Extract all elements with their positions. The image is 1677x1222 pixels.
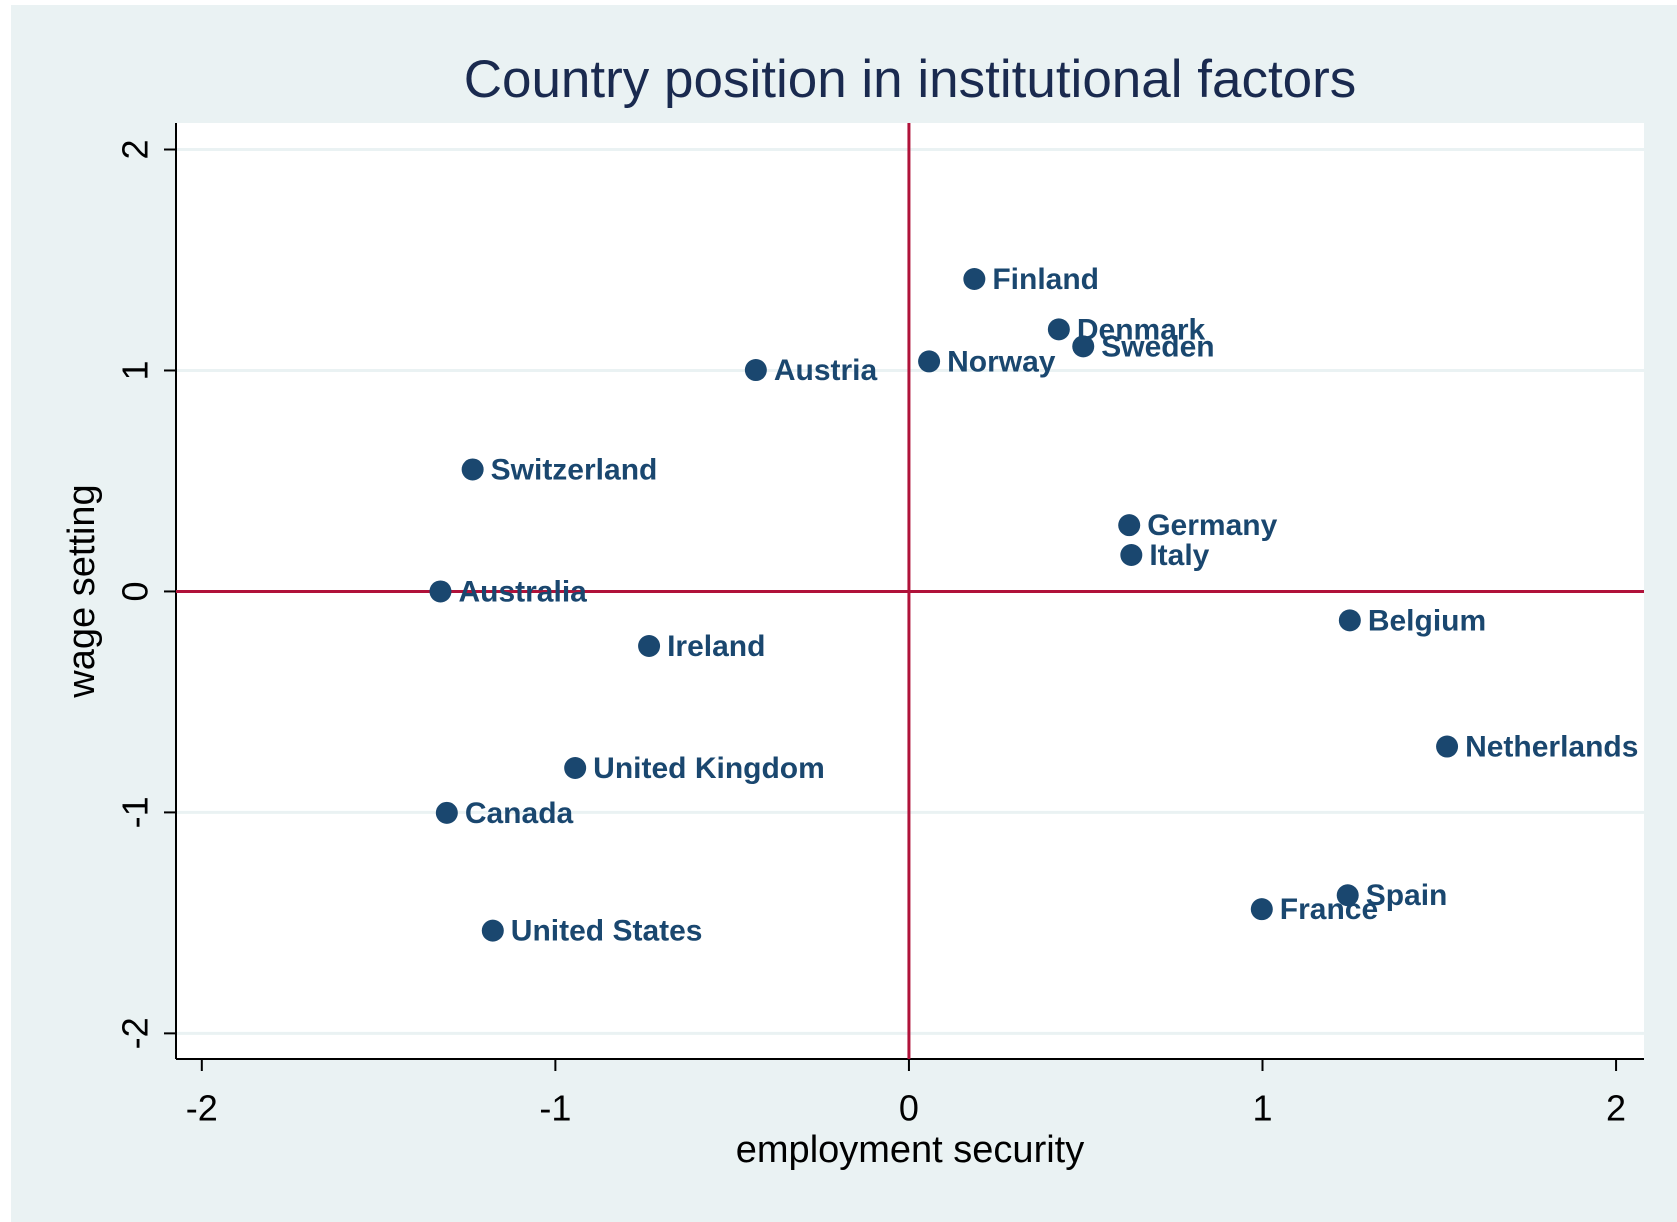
point (429, 580, 452, 603)
y-tick-label: -2 (115, 1017, 156, 1049)
point-label: Germany (1147, 509, 1277, 542)
point-label: Canada (465, 797, 574, 830)
y-tick-label: 1 (115, 360, 156, 380)
point (1336, 884, 1359, 907)
x-axis-label: employment security (736, 1129, 1084, 1171)
point (1436, 735, 1459, 758)
x-tick-label: 0 (899, 1088, 919, 1129)
point-label: Netherlands (1465, 730, 1638, 763)
point-label: Norway (947, 345, 1056, 378)
x-tick-label: -2 (186, 1088, 218, 1129)
point (1118, 514, 1141, 537)
point-label: Spain (1366, 879, 1448, 912)
point (1250, 898, 1273, 921)
point-label: Sweden (1101, 330, 1214, 363)
point-label: Ireland (667, 630, 765, 663)
point (461, 458, 484, 481)
point (638, 635, 661, 658)
point-label: Denmark (1077, 313, 1206, 346)
x-tick-label: 2 (1606, 1088, 1626, 1129)
point (435, 801, 458, 824)
point (744, 359, 767, 382)
point-label: United Kingdom (593, 752, 825, 785)
point-label: Belgium (1368, 604, 1486, 637)
point (918, 350, 941, 373)
x-tick-label: 1 (1252, 1088, 1272, 1129)
y-tick-label: 2 (115, 139, 156, 159)
point-label: United States (511, 915, 703, 948)
chart-title: Country position in institutional factor… (464, 50, 1357, 109)
point-label: Finland (992, 263, 1099, 296)
point (963, 268, 986, 290)
point (1120, 543, 1143, 566)
point-label: Switzerland (491, 453, 658, 486)
x-tick-label: -1 (539, 1088, 571, 1129)
y-axis-label: wage setting (61, 484, 103, 698)
point (564, 756, 587, 779)
y-tick-label: -1 (115, 796, 156, 828)
y-tick-label: 0 (115, 581, 156, 601)
point (481, 919, 504, 942)
point-label: Austria (774, 354, 878, 387)
point (1072, 335, 1095, 358)
point-label: France (1280, 893, 1378, 926)
point (1047, 318, 1070, 341)
point-label: Italy (1149, 539, 1209, 572)
point (1338, 609, 1361, 632)
point-label: Australia (458, 575, 587, 608)
